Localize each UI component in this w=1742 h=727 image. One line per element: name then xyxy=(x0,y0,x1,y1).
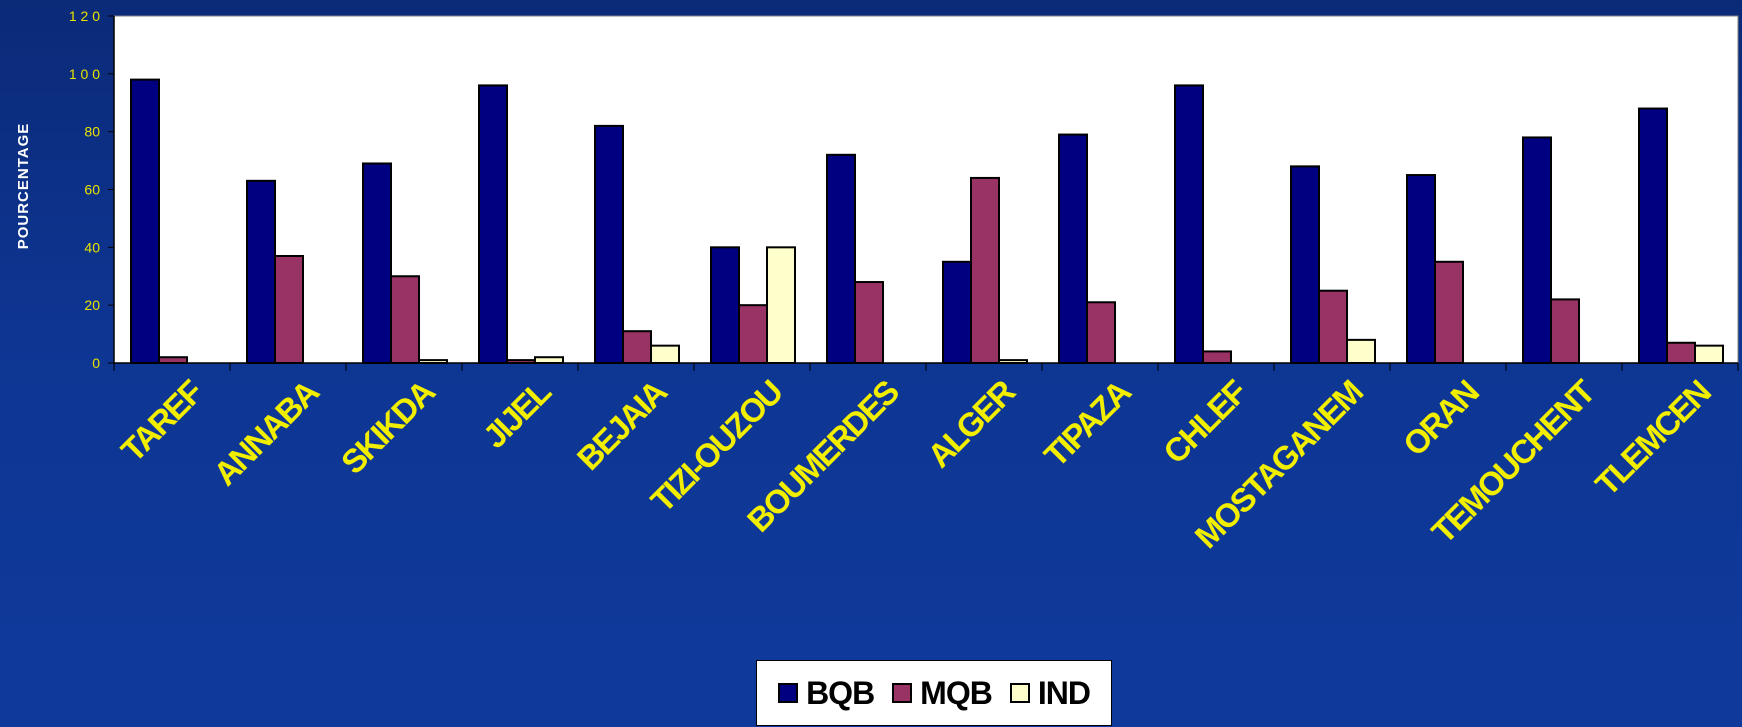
plot-area xyxy=(113,15,1739,364)
y-axis: 0 20 40 60 80 1 0 0 1 2 0 xyxy=(69,8,115,371)
bar-mqb xyxy=(1318,289,1348,365)
legend-item-ind: IND xyxy=(1009,674,1091,712)
y-tick-label: 1 2 0 xyxy=(69,8,100,24)
bar-mqb xyxy=(390,275,420,364)
x-tick-label: TAREF xyxy=(114,373,210,469)
bar-bqb xyxy=(362,162,392,364)
legend-item-mqb: MQB xyxy=(892,674,993,712)
y-tick-label: 0 xyxy=(92,355,100,371)
y-axis-label: POURCENTAGE xyxy=(15,123,32,250)
bar-ind xyxy=(998,359,1028,365)
legend-label: MQB xyxy=(920,674,993,711)
bar-bqb xyxy=(594,124,624,364)
bar-bqb xyxy=(826,153,856,364)
y-tick-label: 20 xyxy=(84,297,100,313)
bar-bqb xyxy=(942,260,972,364)
bar-mqb xyxy=(854,281,884,364)
bar-ind xyxy=(1346,338,1376,365)
bar-mqb xyxy=(1434,260,1464,364)
bar-ind xyxy=(1694,344,1724,364)
y-tick-label: 1 0 0 xyxy=(69,66,100,82)
legend-item-bqb: BQB xyxy=(778,674,875,712)
x-tick-label: ANNABA xyxy=(206,373,326,493)
bar-mqb xyxy=(274,255,304,364)
x-tick-label: ORAN xyxy=(1396,374,1485,463)
legend-label: IND xyxy=(1037,674,1091,711)
bar-bqb xyxy=(1406,174,1436,364)
x-tick-label: TIPAZA xyxy=(1037,373,1138,474)
x-tick-label: BEJAIA xyxy=(570,373,674,477)
bar-mqb xyxy=(1550,298,1580,364)
bar-ind xyxy=(534,356,564,365)
bar-bqb xyxy=(710,246,740,364)
bar-bqb xyxy=(1290,165,1320,364)
bar-mqb xyxy=(622,330,652,365)
legend: BQB MQB IND xyxy=(756,660,1112,726)
x-tick-label: SKIKDA xyxy=(334,373,442,481)
bar-bqb xyxy=(478,84,508,365)
legend-swatch xyxy=(1009,683,1030,703)
bar-mqb xyxy=(158,356,188,365)
y-tick-label: 80 xyxy=(84,124,100,140)
bar-ind xyxy=(650,344,680,364)
bar-mqb xyxy=(970,176,1000,364)
bar-ind xyxy=(766,246,796,364)
x-tick-label: JIJEL xyxy=(476,372,559,455)
bar-mqb xyxy=(738,304,768,364)
bars xyxy=(130,78,1724,365)
bar-ind xyxy=(418,359,448,365)
x-tick-label: TLEMCEN xyxy=(1588,374,1717,503)
bar-bqb xyxy=(1058,133,1088,364)
bar-bqb xyxy=(1522,136,1552,364)
x-tick-label: ALGER xyxy=(920,372,1022,474)
bar-mqb xyxy=(1086,301,1116,364)
bar-mqb xyxy=(506,359,536,365)
y-tick-label: 60 xyxy=(84,182,100,198)
legend-swatch xyxy=(778,683,799,703)
bar-bqb xyxy=(130,78,160,364)
bar-bqb xyxy=(246,179,276,364)
legend-label: BQB xyxy=(806,674,875,711)
bar-bqb xyxy=(1638,107,1668,364)
bar-mqb xyxy=(1202,350,1232,364)
bar-mqb xyxy=(1666,341,1696,364)
y-tick-label: 40 xyxy=(84,239,100,255)
x-tick-label: CHLEF xyxy=(1156,373,1253,470)
legend-swatch xyxy=(892,683,913,703)
bar-bqb xyxy=(1174,84,1204,365)
